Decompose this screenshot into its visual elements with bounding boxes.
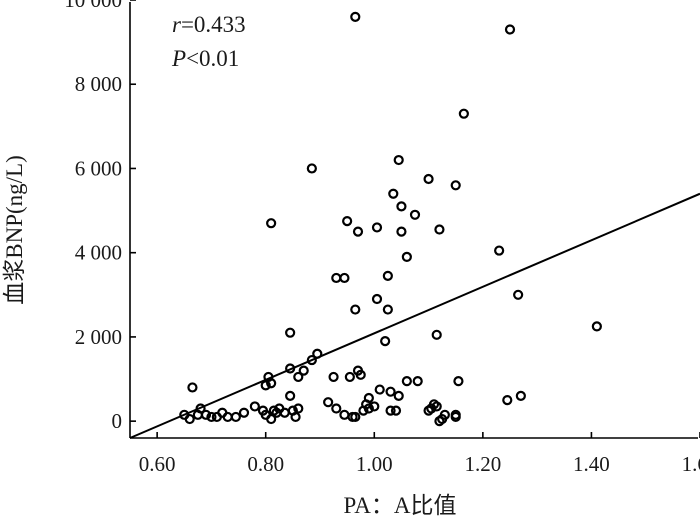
axes — [129, 2, 698, 439]
data-point — [439, 409, 450, 420]
y-tick-label: 4 000 — [75, 241, 122, 265]
data-point — [211, 411, 222, 423]
data-point — [382, 304, 393, 315]
x-tick-label: 1.60 — [682, 452, 700, 476]
data-point — [339, 409, 350, 420]
p-symbol: P — [171, 46, 186, 71]
data-point — [352, 226, 364, 237]
p-annotation: P<0.01 — [171, 46, 239, 71]
data-point — [396, 201, 407, 212]
data-point — [350, 11, 361, 22]
data-point — [458, 108, 469, 119]
data-point — [293, 403, 304, 414]
data-point — [290, 411, 301, 423]
y-tick-label: 0 — [112, 409, 123, 433]
data-point — [401, 376, 412, 387]
data-point — [352, 365, 364, 376]
data-point — [502, 394, 513, 406]
data-points — [179, 11, 602, 427]
data-point — [412, 376, 423, 387]
data-point — [393, 390, 404, 401]
data-point — [331, 403, 342, 414]
y-tick-label: 6 000 — [75, 156, 122, 180]
x-tick-label: 0.80 — [247, 452, 284, 476]
ticks: 0.60 0.80 1.00 1.20 1.40 1.60 0 2 000 4 000 6 000… — [64, 0, 700, 476]
data-point — [380, 336, 391, 347]
data-point — [431, 329, 442, 340]
data-point — [371, 222, 383, 233]
x-tick-label: 1.00 — [356, 452, 393, 476]
data-point — [371, 293, 383, 305]
data-point — [339, 272, 350, 284]
x-axis-title: PA：A比值 — [344, 493, 457, 518]
data-point — [192, 409, 203, 420]
data-point — [249, 401, 260, 412]
p-value: <0.01 — [186, 46, 239, 71]
data-point — [323, 397, 334, 408]
data-point — [285, 327, 296, 338]
y-tick-label: 10 000 — [64, 0, 122, 12]
data-point — [306, 163, 317, 174]
data-point — [494, 245, 505, 256]
data-point — [450, 180, 461, 191]
r-value: =0.433 — [181, 12, 246, 37]
data-point — [331, 272, 342, 284]
y-tick-label: 8 000 — [75, 72, 122, 96]
data-point — [358, 405, 369, 416]
data-point — [450, 411, 461, 423]
data-point — [312, 348, 323, 359]
data-point — [453, 376, 464, 387]
x-tick-label: 0.60 — [139, 452, 176, 476]
data-point — [187, 382, 198, 393]
r-annotation: r=0.433 — [172, 12, 246, 37]
r-symbol: r — [172, 12, 182, 37]
data-point — [504, 24, 516, 35]
data-point — [390, 405, 402, 416]
data-point — [342, 216, 353, 227]
data-point — [271, 407, 282, 418]
x-tick-label: 1.40 — [573, 452, 610, 476]
data-point — [363, 403, 374, 414]
data-point — [266, 378, 277, 389]
data-point — [385, 405, 396, 416]
data-point — [344, 371, 355, 383]
data-point — [285, 363, 296, 374]
y-tick-label: 2 000 — [75, 325, 122, 349]
data-point — [374, 384, 385, 395]
data-point — [591, 321, 602, 332]
y-axis-title: 血浆BNP(ng/L) — [2, 155, 27, 305]
data-point — [328, 371, 339, 383]
data-point — [423, 173, 434, 185]
data-point — [230, 411, 241, 423]
data-point — [238, 407, 250, 418]
data-point — [293, 371, 304, 383]
data-point — [513, 289, 524, 300]
data-point — [382, 270, 393, 281]
data-point — [431, 401, 442, 412]
data-point — [385, 386, 396, 397]
data-point — [369, 401, 380, 412]
data-point — [206, 411, 217, 423]
data-point — [401, 251, 412, 263]
data-point — [426, 403, 437, 414]
regression-line — [129, 192, 700, 439]
data-point — [266, 218, 277, 229]
data-point — [515, 390, 526, 401]
data-point — [434, 224, 445, 235]
data-point — [393, 154, 404, 166]
x-tick-label: 1.20 — [464, 452, 501, 476]
data-point — [184, 413, 195, 425]
data-point — [285, 390, 296, 401]
data-point — [298, 365, 309, 376]
data-point — [266, 413, 277, 425]
data-point — [409, 209, 421, 220]
data-point — [350, 304, 361, 315]
data-point — [350, 411, 361, 423]
data-point — [306, 354, 317, 366]
data-point — [388, 188, 399, 199]
data-point — [396, 226, 407, 237]
data-point — [260, 380, 271, 391]
